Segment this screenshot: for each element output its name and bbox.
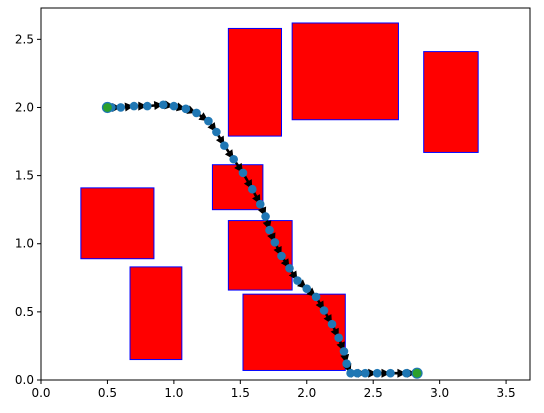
start-marker bbox=[101, 101, 114, 114]
axes-frame bbox=[40, 7, 531, 381]
obstacle-5 bbox=[423, 51, 479, 153]
path-point bbox=[204, 116, 213, 126]
path-point bbox=[247, 184, 257, 194]
path-point bbox=[220, 141, 229, 150]
goal-marker bbox=[411, 367, 423, 379]
y-axis-ticks: 0.0 0.5 1.0 1.5 2.0 2.5 bbox=[15, 32, 41, 387]
path-point bbox=[285, 263, 294, 273]
path-point bbox=[238, 168, 248, 178]
x-tick-label: 1.5 bbox=[231, 386, 250, 400]
path-point bbox=[181, 104, 191, 114]
path-point bbox=[327, 319, 337, 329]
path-point bbox=[192, 108, 201, 118]
y-tick-label: 1.5 bbox=[15, 169, 34, 183]
path-point bbox=[158, 100, 168, 110]
path-arrow bbox=[120, 102, 135, 112]
obstacle-8 bbox=[242, 293, 346, 371]
path-point bbox=[402, 368, 411, 378]
path-point bbox=[372, 368, 382, 378]
obstacle-2 bbox=[129, 266, 183, 361]
path-arrow bbox=[134, 101, 148, 111]
path-point bbox=[346, 368, 355, 378]
path-point bbox=[212, 127, 221, 137]
path-arrow bbox=[390, 368, 407, 378]
y-tick-label: 0.5 bbox=[15, 305, 34, 319]
path-point bbox=[339, 347, 349, 356]
x-axis-ticks: 0.0 0.5 1.0 1.5 2.0 2.5 3.0 3.5 bbox=[31, 380, 516, 400]
path-points bbox=[103, 100, 421, 378]
path-point bbox=[169, 101, 179, 111]
path-point bbox=[143, 101, 152, 111]
path-point bbox=[277, 251, 286, 261]
x-tick-label: 0.5 bbox=[98, 386, 117, 400]
path-point bbox=[116, 103, 126, 112]
y-tick-label: 2.0 bbox=[15, 100, 34, 114]
x-tick-label: 3.5 bbox=[497, 386, 516, 400]
path-point bbox=[261, 212, 270, 221]
y-tick-label: 1.0 bbox=[15, 237, 34, 251]
path-point bbox=[293, 276, 302, 285]
x-tick-label: 2.0 bbox=[297, 386, 316, 400]
path-point bbox=[311, 292, 321, 302]
obstacle-3 bbox=[227, 27, 283, 137]
y-tick-label: 0.0 bbox=[15, 373, 34, 387]
x-tick-label: 1.0 bbox=[164, 386, 183, 400]
path-point bbox=[386, 368, 395, 378]
path-point bbox=[265, 225, 274, 235]
obstacles bbox=[80, 22, 479, 371]
obstacle-4 bbox=[291, 22, 399, 121]
path-endpoints bbox=[101, 101, 423, 379]
y-tick-label: 2.5 bbox=[15, 32, 34, 46]
path-arrow bbox=[377, 368, 391, 378]
path-point bbox=[360, 368, 370, 378]
path-point bbox=[255, 199, 265, 209]
path-point bbox=[302, 284, 312, 294]
x-tick-label: 3.0 bbox=[430, 386, 449, 400]
path-point bbox=[270, 238, 280, 247]
path-point bbox=[334, 333, 343, 343]
path-point bbox=[352, 368, 362, 378]
path-point bbox=[229, 154, 238, 164]
path-point bbox=[319, 306, 329, 315]
x-tick-label: 2.5 bbox=[364, 386, 383, 400]
path-point bbox=[342, 359, 351, 368]
obstacle-1 bbox=[80, 187, 155, 260]
path-point bbox=[129, 101, 139, 111]
x-tick-label: 0.0 bbox=[31, 386, 50, 400]
